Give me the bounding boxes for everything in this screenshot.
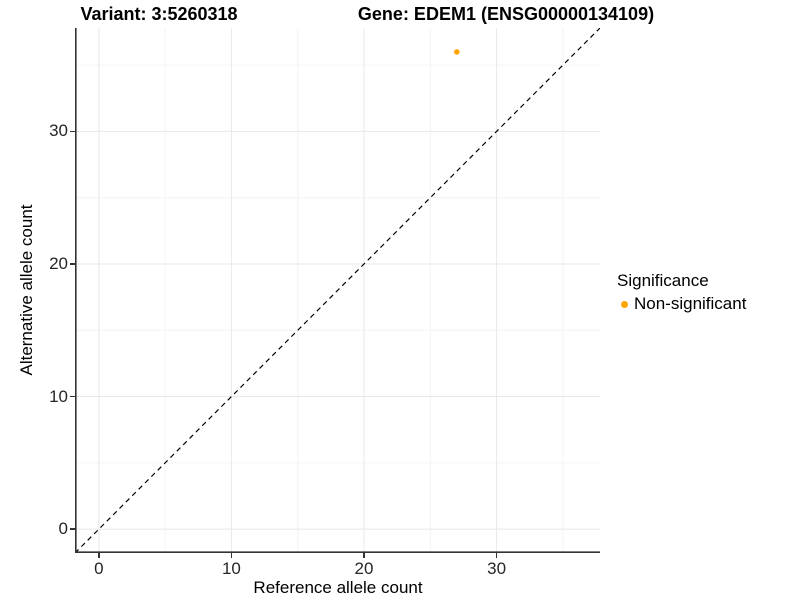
plot-area-svg bbox=[74, 27, 601, 554]
legend-entry-label: Non-significant bbox=[634, 294, 747, 313]
legend-entry: Non-significant bbox=[617, 294, 746, 314]
legend-key-point-icon bbox=[621, 300, 628, 308]
x-tick-label: 20 bbox=[354, 559, 374, 578]
x-tick-mark bbox=[98, 553, 100, 558]
y-tick-label: 30 bbox=[49, 121, 68, 141]
x-tick-label: 0 bbox=[94, 559, 104, 578]
x-tick-label: 30 bbox=[487, 559, 507, 578]
x-tick-mark bbox=[230, 553, 233, 558]
data-point bbox=[454, 49, 460, 55]
gene-title: Gene: EDEM1 (ENSG00000134109) bbox=[357, 4, 655, 24]
x-tick-mark bbox=[363, 553, 365, 558]
y-tick-mark bbox=[70, 528, 75, 530]
y-tick-label: 10 bbox=[49, 386, 68, 406]
y-tick-mark bbox=[70, 395, 75, 398]
y-axis-label: Alternative allele count bbox=[17, 204, 36, 376]
legend: Significance Non-significant bbox=[617, 271, 746, 314]
legend-title: Significance bbox=[617, 271, 709, 290]
legend-entries: Non-significant bbox=[617, 294, 746, 314]
y-tick-label: 20 bbox=[49, 253, 68, 273]
plot-panel bbox=[74, 27, 601, 554]
x-tick-label: 10 bbox=[221, 559, 241, 578]
variant-title: Variant: 3:5260318 bbox=[80, 4, 238, 24]
identity-line bbox=[74, 27, 601, 554]
y-tick-label: 0 bbox=[58, 519, 68, 539]
x-tick-mark bbox=[495, 553, 498, 558]
y-tick-mark bbox=[70, 130, 75, 133]
y-tick-mark bbox=[70, 263, 75, 265]
x-axis-label: Reference allele count bbox=[253, 578, 423, 597]
